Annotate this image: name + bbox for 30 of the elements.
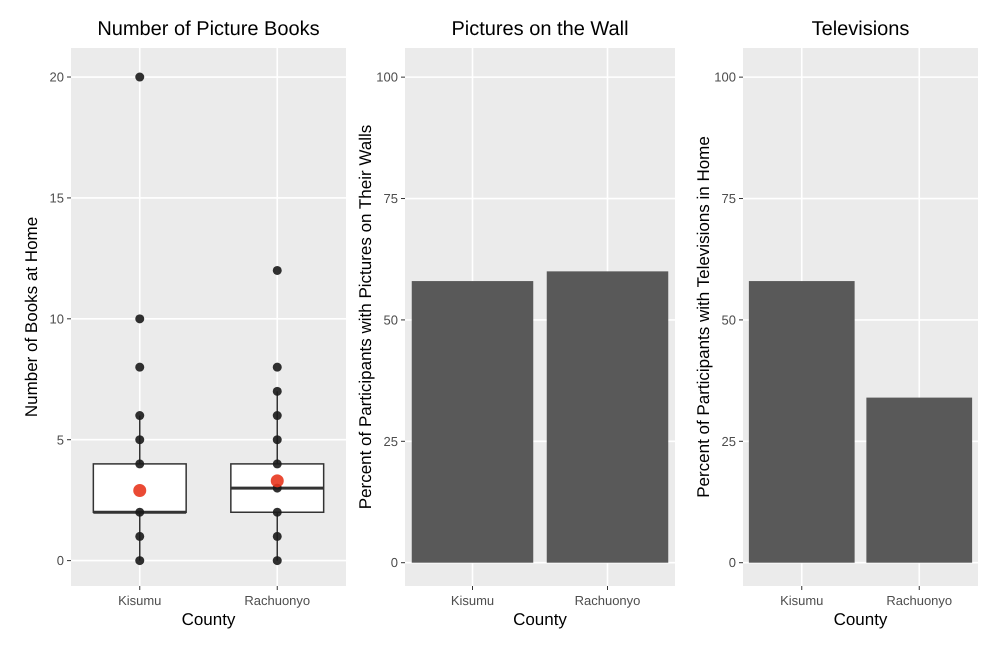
- y-tick-label: 5: [56, 432, 64, 448]
- y-tick-label: 10: [50, 311, 64, 326]
- x-axis-title: County: [513, 610, 568, 629]
- y-tick-label: 25: [722, 434, 736, 449]
- y-tick-label: 75: [384, 191, 398, 206]
- y-axis-title: Percent of Participants with Televisions in Home: [694, 136, 713, 498]
- chart-title: Pictures on the Wall: [451, 18, 629, 40]
- chart-title: Televisions: [812, 18, 910, 40]
- y-tick-label: 100: [714, 70, 736, 85]
- y-tick-label: 0: [56, 553, 64, 568]
- x-tick-label: Rachuonyo: [574, 593, 640, 608]
- y-axis-title: Percent of Participants with Pictures on Their Walls: [356, 124, 375, 510]
- x-tick-label: Rachuonyo: [244, 593, 310, 608]
- y-tick-label: 25: [384, 434, 398, 449]
- y-tick-label: 50: [384, 312, 398, 328]
- chart-title: Number of Picture Books: [97, 18, 320, 40]
- x-tick-label: Rachuonyo: [886, 593, 952, 608]
- x-tick-label: Kisumu: [780, 593, 824, 608]
- x-tick-label: Kisumu: [450, 593, 494, 608]
- y-tick-label: 0: [728, 555, 736, 570]
- y-tick-label: 50: [722, 312, 736, 328]
- y-tick-label: 75: [722, 191, 736, 206]
- y-tick-label: 15: [50, 190, 64, 206]
- x-axis-title: County: [834, 610, 888, 629]
- y-tick-label: 100: [376, 70, 398, 85]
- x-axis-title: County: [182, 610, 236, 629]
- y-tick-label: 20: [50, 70, 64, 85]
- x-tick-label: Kisumu: [118, 593, 162, 608]
- y-tick-label: 0: [390, 555, 398, 570]
- y-axis-title: Number of Books at Home: [22, 216, 41, 418]
